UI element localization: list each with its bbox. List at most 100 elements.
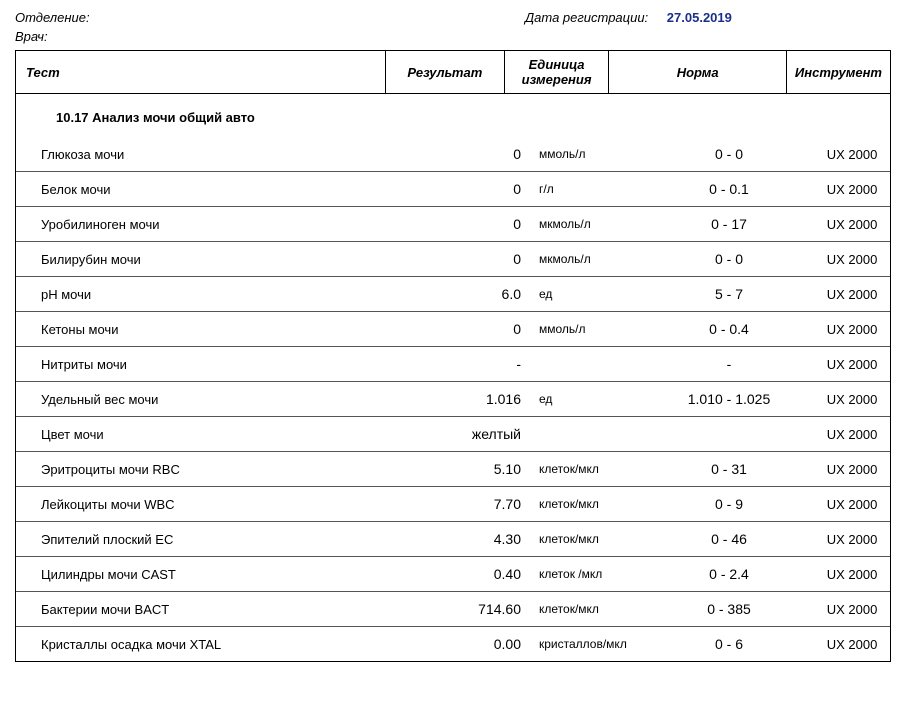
data-row: Цвет мочижелтый UX 2000 — [16, 417, 890, 452]
cell-norm: 0 - 9 — [644, 496, 814, 512]
cell-instrument: UX 2000 — [814, 147, 890, 162]
cell-instrument: UX 2000 — [814, 322, 890, 337]
data-row: Бактерии мочи BACT714.60клеток/мкл0 - 38… — [16, 592, 890, 627]
cell-unit: г/л — [539, 182, 644, 196]
data-row: Эритроциты мочи RBC5.10клеток/мкл0 - 31U… — [16, 452, 890, 487]
cell-result: 4.30 — [426, 531, 539, 547]
data-row: Лейкоциты мочи WBC7.70клеток/мкл0 - 9UX … — [16, 487, 890, 522]
section-title: 10.17 Анализ мочи общий авто — [16, 102, 890, 137]
data-row: Глюкоза мочи0ммоль/л0 - 0UX 2000 — [16, 137, 890, 172]
cell-result: 0 — [426, 146, 539, 162]
cell-norm: 0 - 2.4 — [644, 566, 814, 582]
data-row: Удельный вес мочи1.016ед1.010 - 1.025UX … — [16, 382, 890, 417]
reg-date: 27.05.2019 — [667, 10, 732, 25]
dept-label: Отделение: — [15, 10, 525, 25]
col-norm: Норма — [609, 51, 786, 94]
cell-instrument: UX 2000 — [814, 217, 890, 232]
cell-instrument: UX 2000 — [814, 637, 890, 652]
cell-instrument: UX 2000 — [814, 567, 890, 582]
cell-result: 0 — [426, 216, 539, 232]
cell-test: Бактерии мочи BACT — [16, 602, 426, 617]
data-row: Уробилиноген мочи0мкмоль/л0 - 17UX 2000 — [16, 207, 890, 242]
cell-norm: 0 - 0 — [644, 251, 814, 267]
reg-label: Дата регистрации: — [525, 10, 648, 25]
cell-norm: 5 - 7 — [644, 286, 814, 302]
cell-norm: 0 - 6 — [644, 636, 814, 652]
cell-test: Уробилиноген мочи — [16, 217, 426, 232]
cell-result: 0 — [426, 321, 539, 337]
data-row: Билирубин мочи0мкмоль/л0 - 0UX 2000 — [16, 242, 890, 277]
cell-test: Билирубин мочи — [16, 252, 426, 267]
data-row: Эпителий плоский EC4.30клеток/мкл0 - 46U… — [16, 522, 890, 557]
col-instrument: Инструмент — [786, 51, 890, 94]
results-table: Тест Результат Единица измерения Норма И… — [15, 50, 891, 662]
header-row-2: Врач: — [15, 29, 891, 44]
cell-result: 6.0 — [426, 286, 539, 302]
cell-result: 714.60 — [426, 601, 539, 617]
cell-test: Глюкоза мочи — [16, 147, 426, 162]
cell-instrument: UX 2000 — [814, 602, 890, 617]
cell-norm: 0 - 385 — [644, 601, 814, 617]
cell-norm: 0 - 0 — [644, 146, 814, 162]
cell-test: Эпителий плоский EC — [16, 532, 426, 547]
cell-unit: мкмоль/л — [539, 217, 644, 231]
cell-norm: 1.010 - 1.025 — [644, 391, 814, 407]
col-test: Тест — [16, 51, 386, 94]
cell-result: 0.40 — [426, 566, 539, 582]
data-row: Цилиндры мочи CAST0.40клеток /мкл0 - 2.4… — [16, 557, 890, 592]
cell-norm: 0 - 46 — [644, 531, 814, 547]
cell-result: 5.10 — [426, 461, 539, 477]
col-result: Результат — [385, 51, 504, 94]
cell-instrument: UX 2000 — [814, 392, 890, 407]
cell-instrument: UX 2000 — [814, 462, 890, 477]
cell-norm: 0 - 17 — [644, 216, 814, 232]
cell-unit: кристаллов/мкл — [539, 637, 644, 651]
cell-result: 0.00 — [426, 636, 539, 652]
cell-result: 1.016 — [426, 391, 539, 407]
cell-test: Удельный вес мочи — [16, 392, 426, 407]
data-row: pH мочи6.0ед5 - 7UX 2000 — [16, 277, 890, 312]
cell-result: желтый — [426, 426, 539, 442]
cell-unit: клеток/мкл — [539, 602, 644, 616]
data-row: Нитриты мочи--UX 2000 — [16, 347, 890, 382]
cell-unit: клеток/мкл — [539, 497, 644, 511]
cell-instrument: UX 2000 — [814, 497, 890, 512]
data-row: Кетоны мочи0ммоль/л0 - 0.4UX 2000 — [16, 312, 890, 347]
cell-norm: 0 - 31 — [644, 461, 814, 477]
cell-instrument: UX 2000 — [814, 427, 890, 442]
cell-unit: ммоль/л — [539, 147, 644, 161]
cell-result: 7.70 — [426, 496, 539, 512]
cell-test: Цвет мочи — [16, 427, 426, 442]
data-row: Белок мочи0г/л0 - 0.1UX 2000 — [16, 172, 890, 207]
header-row-1: Отделение: Дата регистрации: 27.05.2019 — [15, 10, 891, 25]
cell-instrument: UX 2000 — [814, 182, 890, 197]
cell-test: pH мочи — [16, 287, 426, 302]
cell-test: Кристаллы осадка мочи XTAL — [16, 637, 426, 652]
cell-instrument: UX 2000 — [814, 532, 890, 547]
cell-norm: 0 - 0.1 — [644, 181, 814, 197]
cell-test: Эритроциты мочи RBC — [16, 462, 426, 477]
col-unit: Единица измерения — [504, 51, 609, 94]
cell-unit: клеток /мкл — [539, 567, 644, 581]
cell-unit: ед — [539, 287, 644, 301]
cell-instrument: UX 2000 — [814, 252, 890, 267]
cell-test: Лейкоциты мочи WBC — [16, 497, 426, 512]
doctor-label: Врач: — [15, 29, 525, 44]
cell-unit: ед — [539, 392, 644, 406]
cell-unit: ммоль/л — [539, 322, 644, 336]
cell-test: Кетоны мочи — [16, 322, 426, 337]
cell-result: 0 — [426, 181, 539, 197]
cell-norm: - — [644, 356, 814, 372]
cell-unit: клеток/мкл — [539, 532, 644, 546]
cell-result: 0 — [426, 251, 539, 267]
cell-test: Белок мочи — [16, 182, 426, 197]
cell-unit: клеток/мкл — [539, 462, 644, 476]
cell-instrument: UX 2000 — [814, 287, 890, 302]
cell-test: Цилиндры мочи CAST — [16, 567, 426, 582]
data-row: Кристаллы осадка мочи XTAL0.00кристаллов… — [16, 627, 890, 661]
cell-instrument: UX 2000 — [814, 357, 890, 372]
table-body: 10.17 Анализ мочи общий авто Глюкоза моч… — [16, 94, 891, 662]
header-row: Тест Результат Единица измерения Норма И… — [16, 51, 891, 94]
cell-test: Нитриты мочи — [16, 357, 426, 372]
cell-unit: мкмоль/л — [539, 252, 644, 266]
